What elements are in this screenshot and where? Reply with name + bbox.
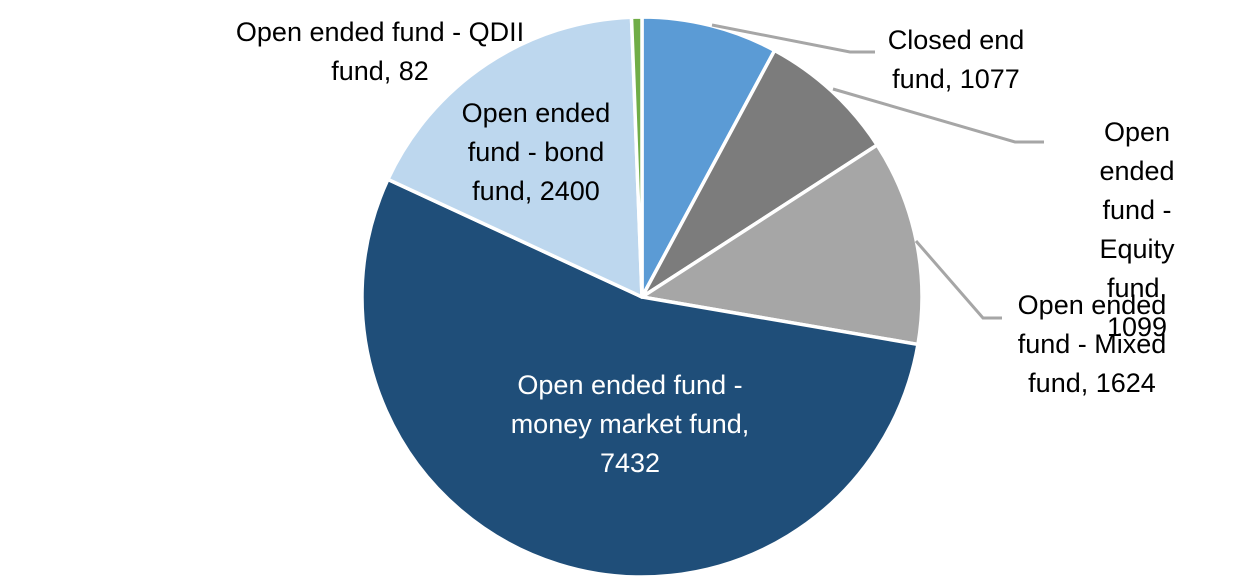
label-open-ended-fund-qdii: Open ended fund - QDII fund, 82 [235,17,525,86]
label-open-ended-fund-bond: Open ended fund - bond fund, 2400 [461,98,611,206]
pie-slice-open-ended-fund-money-market-fund [360,177,920,579]
pie-slice-open-ended-fund-qdii-fund [629,15,644,299]
pie-slice-closed-end-fund [640,15,777,299]
label-open-ended-fund-money-market: Open ended fund - money market fund, 743… [510,370,750,478]
label-open-ended-fund-equity: Open ended fund - Equity fund, 1099 [1099,117,1175,342]
pie-slice-open-ended-fund-bond-fund [386,15,644,299]
leader-line-open-ended-fund-mixed [914,240,1002,320]
label-closed-end-fund: Closed end fund, 1077 [887,25,1025,94]
pie-slice-open-ended-fund-equity-fund [640,48,879,299]
leader-line-open-ended-fund-equity [832,87,1044,144]
label-open-ended-fund-mixed: Open ended fund - Mixed fund, 1624 [1017,290,1167,398]
leader-line-closed-end-fund [711,23,875,54]
